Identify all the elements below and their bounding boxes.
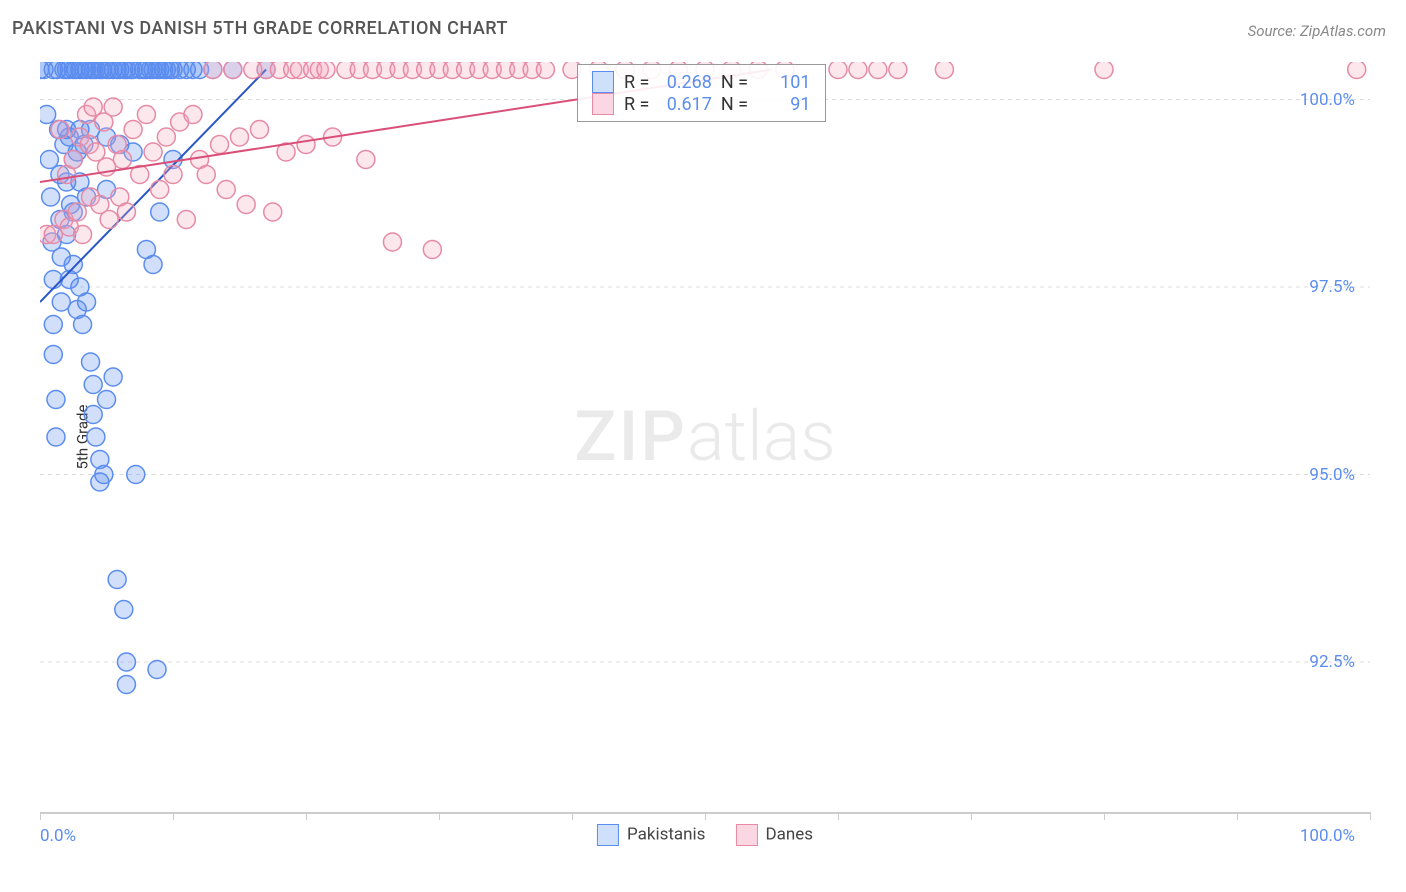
scatter-point: [264, 203, 282, 221]
scatter-svg: [40, 62, 1370, 812]
scatter-point: [100, 211, 118, 229]
scatter-point: [148, 661, 166, 679]
y-tick-label: 97.5%: [1309, 277, 1355, 297]
scatter-point: [98, 391, 116, 409]
scatter-point: [82, 353, 100, 371]
scatter-point: [104, 368, 122, 386]
x-min-label: 0.0%: [40, 826, 76, 846]
scatter-point: [383, 233, 401, 251]
scatter-point: [74, 316, 92, 334]
x-tick: [971, 812, 972, 820]
scatter-point: [84, 376, 102, 394]
scatter-point: [423, 241, 441, 259]
scatter-point: [217, 181, 235, 199]
scatter-point: [113, 151, 131, 169]
scatter-point: [849, 62, 867, 79]
statbox-text: R = 0.617 N = 91: [624, 94, 811, 115]
legend: Pakistanis Danes: [597, 824, 813, 846]
scatter-point: [87, 428, 105, 446]
scatter-point: [42, 188, 60, 206]
scatter-point: [108, 571, 126, 589]
scatter-point: [357, 151, 375, 169]
chart-title: PAKISTANI VS DANISH 5TH GRADE CORRELATIO…: [12, 18, 508, 39]
scatter-point: [157, 128, 175, 146]
x-tick: [439, 812, 440, 820]
scatter-point: [47, 391, 65, 409]
scatter-point: [115, 601, 133, 619]
scatter-point: [74, 226, 92, 244]
y-tick-label: 92.5%: [1309, 652, 1355, 672]
scatter-point: [144, 256, 162, 274]
statbox-text: R = 0.268 N = 101: [624, 72, 811, 93]
scatter-point: [84, 406, 102, 424]
scatter-point: [197, 166, 215, 184]
statbox-row: R = 0.268 N = 101: [592, 71, 811, 93]
legend-swatch: [597, 824, 619, 846]
scatter-point: [40, 106, 56, 124]
y-tick-label: 95.0%: [1309, 465, 1355, 485]
x-tick: [1370, 812, 1371, 820]
x-max-label: 100.0%: [1300, 826, 1355, 846]
legend-item: Pakistanis: [597, 824, 706, 846]
scatter-point: [317, 62, 335, 79]
scatter-point: [117, 203, 135, 221]
source-label: Source: ZipAtlas.com: [1248, 22, 1386, 40]
x-tick: [1104, 812, 1105, 820]
y-tick-label: 100.0%: [1300, 90, 1355, 110]
scatter-point: [231, 128, 249, 146]
legend-item: Danes: [735, 824, 813, 846]
scatter-point: [117, 676, 135, 694]
statbox-swatch: [592, 93, 614, 115]
legend-swatch: [735, 824, 757, 846]
scatter-point: [237, 196, 255, 214]
scatter-point: [224, 62, 242, 79]
scatter-point: [64, 151, 82, 169]
scatter-point: [164, 166, 182, 184]
scatter-point: [44, 346, 62, 364]
scatter-point: [124, 121, 142, 139]
scatter-point: [829, 62, 847, 79]
scatter-point: [1348, 62, 1366, 79]
x-tick: [838, 812, 839, 820]
scatter-point: [137, 106, 155, 124]
scatter-point: [935, 62, 953, 79]
scatter-point: [151, 203, 169, 221]
statbox-swatch: [592, 71, 614, 93]
scatter-point: [177, 211, 195, 229]
scatter-point: [211, 136, 229, 154]
scatter-point: [95, 466, 113, 484]
scatter-point: [889, 62, 907, 79]
x-tick: [705, 812, 706, 820]
scatter-point: [44, 316, 62, 334]
x-tick: [1237, 812, 1238, 820]
scatter-point: [536, 62, 554, 79]
scatter-point: [144, 143, 162, 161]
scatter-point: [78, 293, 96, 311]
x-tick: [572, 812, 573, 820]
x-tick: [306, 812, 307, 820]
scatter-point: [1095, 62, 1113, 79]
scatter-point: [297, 136, 315, 154]
scatter-point: [51, 121, 69, 139]
scatter-point: [869, 62, 887, 79]
scatter-point: [68, 203, 86, 221]
scatter-point: [204, 62, 222, 79]
scatter-point: [151, 181, 169, 199]
scatter-point: [250, 121, 268, 139]
scatter-point: [64, 256, 82, 274]
scatter-point: [127, 466, 145, 484]
scatter-point: [117, 653, 135, 671]
plot-area: 5th Grade ZIPatlas R = 0.268 N = 101R = …: [40, 62, 1370, 814]
x-tick: [173, 812, 174, 820]
scatter-point: [47, 428, 65, 446]
statbox-row: R = 0.617 N = 91: [592, 93, 811, 115]
scatter-point: [104, 98, 122, 116]
stat-box: R = 0.268 N = 101R = 0.617 N = 91: [577, 64, 826, 122]
scatter-point: [184, 106, 202, 124]
x-tick: [40, 812, 41, 820]
